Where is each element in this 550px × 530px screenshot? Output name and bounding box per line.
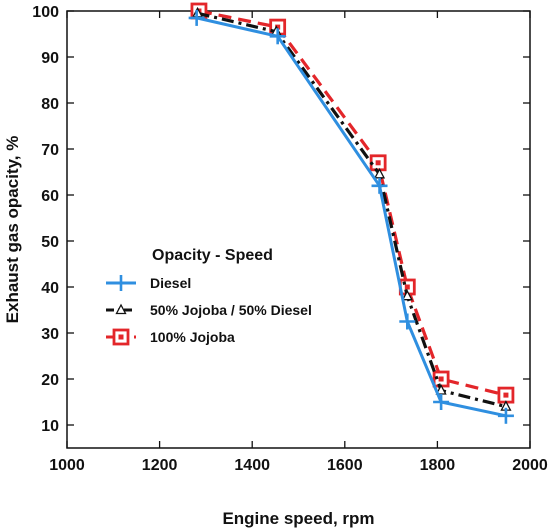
legend-label-0: Diesel <box>150 275 191 291</box>
series-2-point-center <box>375 160 381 166</box>
x-tick-label: 1000 <box>49 457 85 474</box>
legend-title: Opacity - Speed <box>152 247 273 264</box>
series-0 <box>188 9 514 424</box>
series-2-point-center <box>275 24 281 30</box>
series-layer <box>188 2 515 424</box>
x-tick-label: 1200 <box>142 457 178 474</box>
series-2-point-center <box>503 392 509 398</box>
legend-label-1: 50% Jojoba / 50% Diesel <box>150 302 312 318</box>
legend-item-2: 100% Jojoba <box>106 328 235 346</box>
legend-item-0: Diesel <box>106 275 191 291</box>
series-1-point <box>401 289 413 301</box>
y-tick-label: 100 <box>32 4 59 21</box>
x-tick-label: 2000 <box>512 457 548 474</box>
y-tick-label: 50 <box>41 234 59 251</box>
x-tick-label: 1600 <box>327 457 363 474</box>
series-line-0 <box>196 16 507 418</box>
legend-background <box>96 236 348 354</box>
legend-marker-1 <box>115 303 127 315</box>
plot-area-frame <box>66 10 531 449</box>
legend: Opacity - Speed Diesel 50% Jojoba / 50% D… <box>96 236 348 354</box>
series-line-1 <box>197 11 507 409</box>
x-tick-label: 1800 <box>420 457 456 474</box>
x-tick-label: 1400 <box>234 457 270 474</box>
y-tick-label: 30 <box>41 326 59 343</box>
series-2-point-center <box>404 284 410 290</box>
legend-marker-2-center <box>118 334 124 340</box>
y-tick-label: 90 <box>41 50 59 67</box>
y-axis-title: Exhaust gas opacity, % <box>3 136 22 324</box>
y-tick-label: 70 <box>41 142 59 159</box>
x-axis-title: Engine speed, rpm <box>222 509 374 528</box>
series-line-2 <box>198 9 507 397</box>
axis-ticks: 10 20 30 40 50 60 70 80 90 100 1000 1200 1400 1600 180… <box>32 4 548 474</box>
series-2-point-center <box>438 376 444 382</box>
legend-label-2: 100% Jojoba <box>150 329 235 345</box>
y-tick-label: 20 <box>41 372 59 389</box>
y-tick-label: 60 <box>41 188 59 205</box>
y-tick-label: 80 <box>41 96 59 113</box>
y-tick-label: 10 <box>41 418 59 435</box>
legend-item-1: 50% Jojoba / 50% Diesel <box>106 302 312 318</box>
y-tick-label: 40 <box>41 280 59 297</box>
